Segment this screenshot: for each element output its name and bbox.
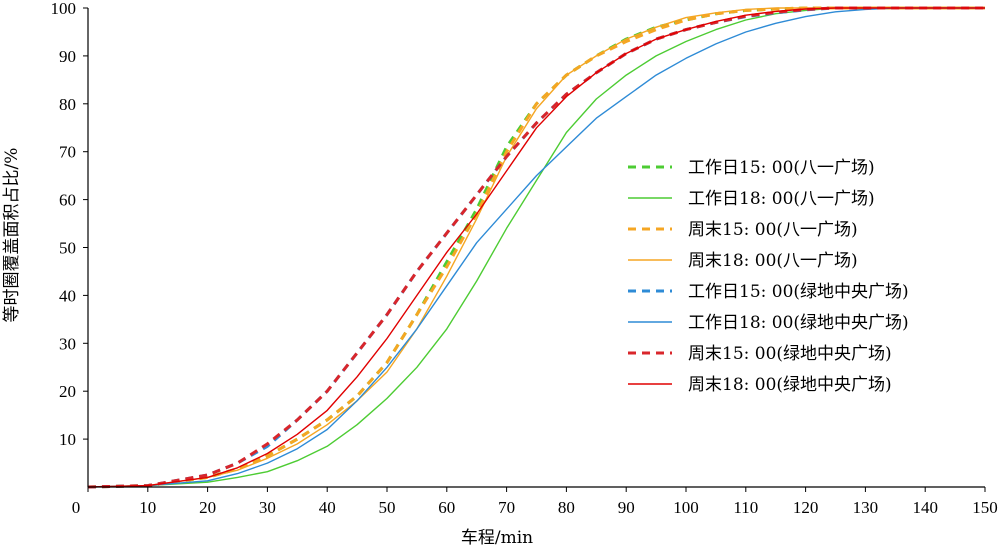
y-axis-title: 等时圈覆盖面积占比/%: [2, 148, 22, 323]
x-tick-label: 30: [259, 498, 276, 517]
legend-label-3: 周末15: 00(八一广场): [688, 220, 858, 240]
axes: [83, 7, 986, 492]
x-tick-label: 80: [558, 498, 575, 517]
x-tick-label: 150: [972, 498, 998, 517]
legend-label-8: 周末18: 00(绿地中央广场): [688, 375, 892, 395]
legend-label-4: 周末18: 00(八一广场): [688, 251, 858, 271]
legend-label-7: 周末15: 00(绿地中央广场): [688, 344, 892, 364]
x-tick-label: 130: [853, 498, 879, 517]
legend-label-5: 工作日15: 00(绿地中央广场): [688, 282, 909, 302]
series-line-8: [87, 7, 985, 488]
legend-label-2: 工作日18: 00(八一广场): [688, 189, 875, 209]
x-tick-label: 120: [793, 498, 819, 517]
legend-label-6: 工作日18: 00(绿地中央广场): [688, 313, 909, 333]
y-tick-label: 50: [59, 239, 76, 258]
x-tick-label: 110: [733, 498, 758, 517]
series-line-1: [87, 6, 985, 489]
x-axis-title: 车程/min: [461, 528, 533, 548]
series-line-4: [87, 7, 985, 488]
legend-label-1: 工作日15: 00(八一广场): [688, 158, 875, 178]
x-tick-label: 140: [912, 498, 938, 517]
series-line-6: [87, 7, 985, 488]
x-tick-label: 70: [498, 498, 515, 517]
x-tick-label: 100: [673, 498, 699, 517]
y-tick-labels: 10 20 30 40 50 60 70 80 90 100: [51, 0, 77, 449]
x-tick-label: 20: [199, 498, 216, 517]
legend: 工作日15: 00(八一广场) 工作日18: 00(八一广场) 周末15: 00(八…: [628, 158, 909, 395]
x-tick-label: 60: [438, 498, 455, 517]
series-line-5: [87, 6, 985, 489]
y-tick-label: 100: [51, 0, 77, 18]
y-tick-label: 60: [59, 191, 76, 210]
x-tick-label: 50: [379, 498, 396, 517]
x-tick-label: 10: [139, 498, 156, 517]
series-line-7: [87, 6, 985, 489]
x-tick-label: 40: [319, 498, 336, 517]
y-tick-label: 70: [59, 143, 76, 162]
y-tick-label: 10: [59, 430, 76, 449]
y-tick-label: 40: [59, 286, 76, 305]
x-tick-label: 0: [72, 498, 81, 517]
series-line-2: [87, 7, 985, 488]
y-tick-label: 20: [59, 382, 76, 401]
y-tick-label: 80: [59, 95, 76, 114]
y-tick-label: 90: [59, 47, 76, 66]
x-tick-labels: 0 10 20 30 40 50 60 70 80 90 100 110 120 130 140 150: [72, 498, 998, 517]
series-lines: [87, 6, 985, 489]
x-tick-label: 90: [618, 498, 635, 517]
series-line-3: [87, 6, 985, 489]
y-tick-label: 30: [59, 334, 76, 353]
